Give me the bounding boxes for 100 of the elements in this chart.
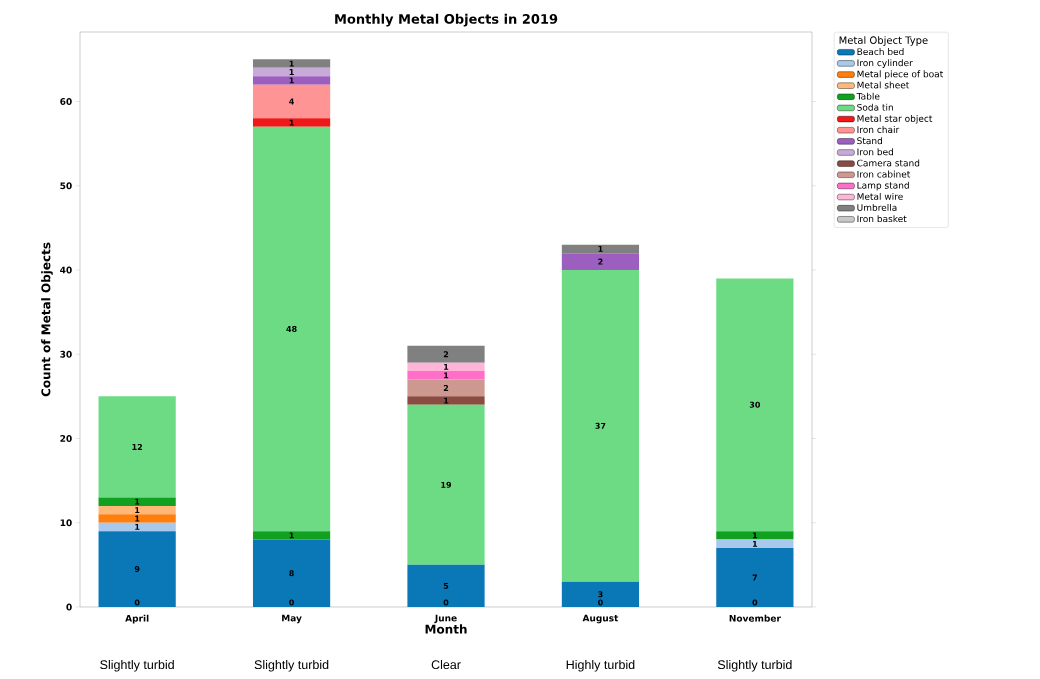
annotation: 0 [443,599,449,606]
legend-label: Metal wire [857,192,903,200]
data-label: 2 [598,258,603,265]
legend-title: Metal Object Type [839,36,928,46]
bar [252,76,331,85]
y-tick-label: 10 [60,519,72,527]
data-label: 1 [444,372,449,379]
data-label: 1 [289,119,294,126]
bar [98,531,176,607]
data-label: 3 [598,591,603,598]
bar [252,59,331,68]
data-label: 1 [752,540,758,547]
data-label: 1 [135,498,140,505]
bar [252,118,331,127]
bar [716,278,794,532]
annotation: 0 [289,599,294,606]
data-label: 1 [444,397,449,404]
legend-label: Iron cabinet [857,170,911,178]
y-tick-label: 60 [60,98,72,105]
legend-label: Iron basket [857,215,907,223]
legend-label: Camera stand [857,159,920,167]
y-axis-title: Count of Metal Objects [41,242,53,397]
bar [561,270,640,582]
data-label: 1 [135,515,140,522]
data-label: 1 [289,69,294,75]
text: Slightly turbid [100,659,174,672]
text: Slightly turbid [254,659,329,672]
text: Slightly turbid [717,659,792,672]
data-label: 1 [444,363,449,370]
bar [407,345,485,363]
y-tick-label: 40 [60,266,72,274]
bar [407,404,485,565]
y-tick-label: 50 [60,182,72,190]
x-axis-title: Month [425,624,467,634]
data-label: 19 [441,481,452,488]
bar [716,531,794,540]
bar [407,371,485,380]
bar [252,84,331,119]
bar [252,67,331,77]
chart-title: Monthly Metal Objects in 2019 [335,13,558,27]
bar [407,564,485,607]
annotation: 0 [752,599,758,606]
bar [252,126,331,532]
data-label: 1 [289,532,294,539]
data-label: 1 [289,60,294,67]
data-label: 7 [752,574,758,581]
legend-label: Metal piece of boat [857,70,944,80]
bar [561,581,640,607]
x-tick-label: August [582,614,619,624]
x-tick-label: May [282,614,302,624]
bar [252,539,331,607]
bar [716,548,794,607]
bar [98,396,176,498]
legend-label: Lamp stand [857,181,909,191]
data-label: 37 [595,422,606,429]
x-tick-label: November [729,614,781,622]
legend-label: Iron chair [857,126,900,134]
bar [252,531,331,540]
legend-label: Stand [857,137,882,145]
bar [98,497,176,506]
bar [716,539,794,549]
bar [561,253,640,270]
legend-label: Table [856,92,880,100]
y-tick-label: 20 [60,435,72,442]
data-label: 9 [134,566,140,573]
data-label: 2 [443,351,449,358]
text: Highly turbid [566,659,635,672]
text: Clear [431,659,461,670]
bar [98,514,176,523]
legend-label: Soda tin [857,103,893,111]
y-tick-label: 0 [66,603,72,611]
bar [98,522,176,532]
legend-label: Beach bed [857,48,904,56]
legend-label: Iron bed [857,148,893,156]
y-tick-label: 30 [60,350,72,358]
data-label: 1 [289,77,294,84]
bar [407,396,485,405]
bar [407,362,485,372]
data-label: 4 [289,98,294,105]
data-label: 1 [752,532,758,539]
legend-label: Iron cylinder [857,59,913,68]
legend-label: Metal sheet [857,81,910,89]
bar [561,244,640,254]
legend-label: Umbrella [857,204,897,211]
annotation: 0 [134,599,140,606]
bar [98,505,176,515]
legend-label: Metal star object [857,114,933,124]
data-label: 30 [749,401,761,408]
data-label: 1 [135,524,140,530]
data-label: 5 [443,582,449,589]
data-label: 8 [289,570,294,577]
data-label: 12 [132,443,143,450]
data-label: 1 [598,246,603,252]
annotation: 0 [598,599,603,606]
bar [407,379,485,397]
x-tick-label: April [125,614,149,624]
data-label: 48 [286,325,297,332]
data-label: 2 [443,384,449,391]
x-tick-label: June [434,614,457,624]
data-label: 1 [135,507,140,514]
